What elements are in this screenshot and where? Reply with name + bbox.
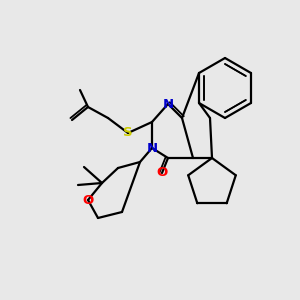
Text: O: O (82, 194, 94, 206)
Text: S: S (123, 127, 133, 140)
Text: N: N (162, 98, 174, 110)
Text: N: N (146, 142, 158, 154)
Text: O: O (156, 167, 168, 179)
